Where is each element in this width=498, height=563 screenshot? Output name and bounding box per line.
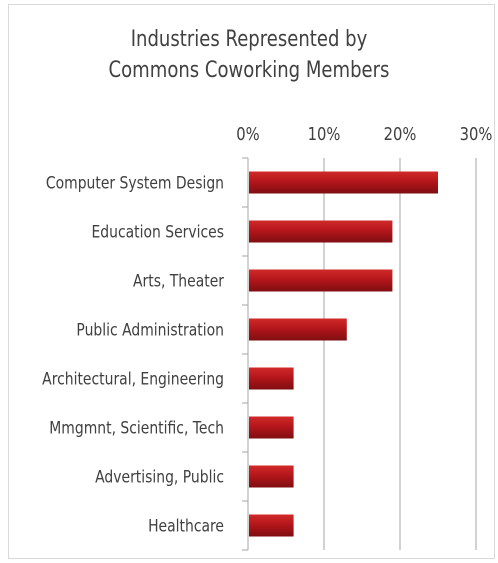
category-label-6: Advertising, Public	[95, 467, 224, 487]
x-tick-label-10: 10%	[308, 124, 341, 145]
category-label-2: Arts, Theater	[133, 271, 225, 291]
x-tick-label-20: 20%	[384, 124, 417, 145]
category-labels: Computer System Design Education Services…	[42, 173, 224, 536]
bar-4	[249, 367, 294, 390]
category-label-5: Mmgmnt, Scientific, Tech	[49, 418, 224, 438]
bar-3	[249, 318, 347, 341]
x-tick-label-0: 0%	[236, 124, 259, 145]
category-label-3: Public Administration	[76, 320, 224, 340]
grid-lines	[323, 158, 477, 550]
chart-title-line-2: Commons Coworking Members	[108, 58, 390, 83]
bar-1	[249, 220, 393, 243]
chart-title: Industries Represented by Commons Cowork…	[45, 24, 453, 86]
bar-0	[249, 171, 438, 194]
bar-2	[249, 269, 393, 292]
bar-5	[249, 416, 294, 439]
category-label-0: Computer System Design	[46, 173, 224, 193]
bar-6	[249, 465, 294, 488]
category-label-4: Architectural, Engineering	[42, 369, 224, 389]
bars	[249, 171, 438, 537]
chart-title-line-1: Industries Represented by	[130, 27, 368, 52]
bar-7	[249, 514, 294, 537]
x-tick-label-30: 30%	[460, 124, 493, 145]
category-label-1: Education Services	[91, 222, 224, 242]
category-axis	[242, 157, 249, 551]
category-label-7: Healthcare	[148, 516, 224, 536]
x-tick-labels: 0% 10% 20% 30%	[236, 124, 492, 145]
